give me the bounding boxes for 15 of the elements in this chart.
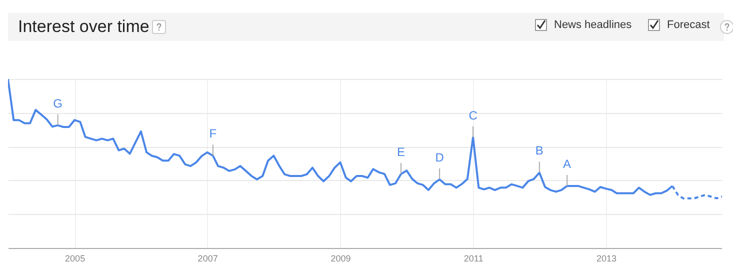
x-tick-label: 2007 [198, 254, 218, 264]
annotation: D [435, 150, 444, 164]
x-tick-label: 2005 [65, 254, 86, 264]
x-tick-label: 2013 [596, 254, 616, 264]
x-tick-label: 2011 [464, 254, 484, 264]
annotation: G [53, 96, 63, 110]
x-tick-label: 2009 [330, 254, 351, 264]
chart-title: Interest over time [18, 17, 150, 37]
text: Forecast [667, 19, 710, 31]
annotation: A [563, 156, 572, 171]
annotation: F [209, 126, 217, 141]
annotation: C [468, 108, 478, 122]
text: News headlines [554, 19, 632, 31]
annotation: B [535, 144, 544, 158]
annotation: E [397, 144, 406, 159]
